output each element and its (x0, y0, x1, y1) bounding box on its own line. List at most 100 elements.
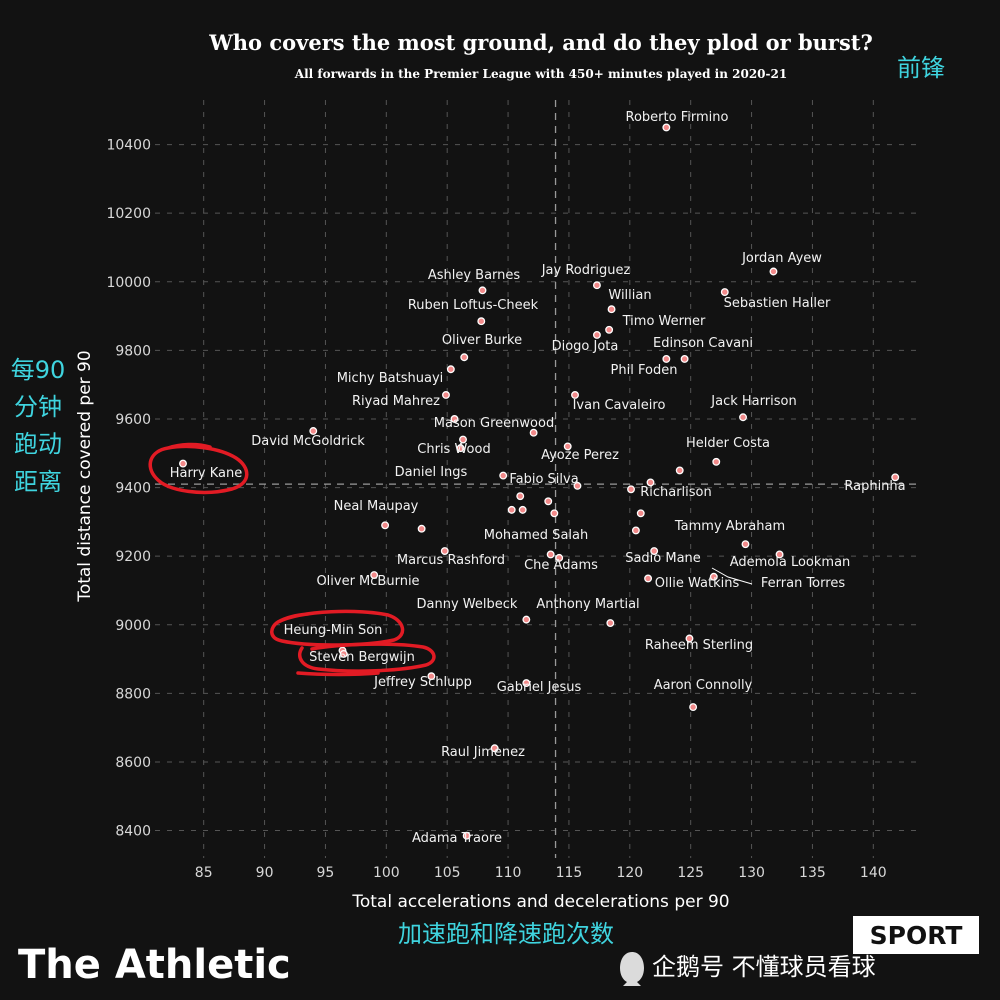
point-richarlison (646, 478, 655, 487)
point-raphinha (891, 473, 900, 482)
point-neal-maupay (417, 524, 426, 533)
y-tick-label: 10200 (106, 206, 151, 222)
point-unlabeled (381, 521, 390, 530)
x-tick-label: 115 (556, 865, 583, 881)
point-willian (607, 305, 616, 314)
label-sebastien-haller: Sebastien Haller (724, 296, 831, 311)
label-jeffrey-schlupp: Jeffrey Schlupp (373, 675, 472, 690)
point-unlabeled (550, 509, 559, 518)
label-riyad-mahrez: Riyad Mahrez (352, 394, 440, 409)
x-axis-label: Total accelerations and decelerations pe… (351, 892, 729, 912)
label-steven-bergwijn: Steven Bergwijn (309, 650, 415, 665)
sport-badge-text: SPORT (870, 921, 963, 950)
y-axis-cn-annotation: 每90 分钟 跑动 距离 (11, 356, 66, 496)
point-steven-bergwijn (339, 649, 348, 658)
point-ashley-barnes (478, 286, 487, 295)
label-timo-werner: Timo Werner (622, 314, 706, 329)
point-unlabeled (516, 492, 525, 501)
x-tick-label: 100 (373, 865, 400, 881)
label-gabriel-jesus: Gabriel Jesus (497, 680, 582, 695)
point-ademola-lookman (775, 550, 784, 559)
x-tick-label: 135 (799, 865, 826, 881)
label-daniel-ings: Daniel Ings (395, 465, 468, 480)
label-helder-costa: Helder Costa (686, 436, 770, 451)
label-che-adams: Che Adams (524, 558, 598, 573)
y-axis-label: Total distance covered per 90 (75, 350, 95, 602)
circle-steven-bergwijn (296, 642, 436, 677)
point-chris-wood (459, 435, 467, 444)
point-unlabeled (529, 428, 538, 437)
x-tick-label: 95 (317, 865, 335, 881)
label-raheem-sterling: Raheem Sterling (645, 638, 753, 653)
point-roberto-firmino (662, 123, 671, 132)
point-mohamed-salah (546, 550, 555, 559)
label-ashley-barnes: Ashley Barnes (428, 268, 521, 283)
point-oliver-burke (460, 353, 469, 362)
label-ayoze-perez: Ayoze Perez (541, 448, 619, 463)
point-labels: Roberto Firmino Jordan Ayew Sebastien Hall… (170, 110, 906, 846)
point-unlabeled (627, 485, 635, 494)
label-neal-maupay: Neal Maupay (334, 499, 419, 514)
point-jeffrey-schlupp (427, 672, 436, 681)
circle-heung-min-son (270, 609, 405, 647)
point-gabriel-jesus (522, 679, 531, 688)
label-ollie-watkins: Ollie Watkins (655, 576, 740, 591)
sport-badge-box (853, 916, 979, 954)
point-unlabeled (636, 509, 645, 518)
point-harry-kane (179, 459, 187, 468)
x-tick-label: 85 (195, 865, 213, 881)
x-tick-label: 140 (860, 865, 887, 881)
x-tick-label: 120 (616, 865, 643, 881)
point-fabio-silva (499, 471, 508, 480)
label-richarlison: Richarlison (640, 485, 712, 500)
label-mason-greenwood: Mason Greenwood (434, 416, 554, 431)
x-tick-label: 110 (495, 865, 522, 881)
label-ademola-lookman: Ademola Lookman (730, 555, 851, 570)
y-cn-line-4: 距离 (14, 468, 62, 496)
point-oliver-mcburnie (440, 547, 449, 555)
axis-ticks: 85 90 95 100 105 110 115 120 125 130 135 140 8400 860… (106, 138, 886, 881)
label-edinson-cavani: Edinson Cavani (653, 336, 753, 351)
label-adama-traore: Adama Traore (412, 831, 502, 846)
label-raul-jimenez: Raul Jimenez (441, 745, 525, 760)
point-ivan-cavaleiro (571, 391, 579, 399)
point-diogo-jota (592, 330, 601, 339)
y-tick-label: 9800 (115, 343, 151, 359)
highlight-circles (148, 442, 436, 677)
point-tammy-abraham (741, 540, 750, 549)
y-tick-label: 8600 (115, 755, 151, 771)
label-jack-harrison: Jack Harrison (710, 394, 796, 409)
position-annotation: 前锋 (897, 54, 945, 82)
y-tick-label: 9400 (115, 481, 151, 497)
point-ayoze-perez (563, 442, 572, 451)
label-raphinha: Raphinha (844, 479, 905, 494)
label-anthony-martial: Anthony Martial (536, 597, 639, 612)
point-marcus-rashford (370, 571, 379, 579)
point-riyad-mahrez (442, 391, 450, 399)
label-chris-wood: Chris Wood (417, 442, 490, 457)
label-roberto-firmino: Roberto Firmino (626, 110, 729, 125)
label-ruben-loftus-cheek: Ruben Loftus-Cheek (408, 298, 539, 313)
point-danny-welbeck (522, 615, 531, 624)
point-david-mcgoldrick (309, 427, 318, 435)
label-sadio-mane: Sadio Mane (625, 551, 701, 566)
label-heung-min-son: Heung-Min Son (284, 623, 383, 638)
point-adama-traore (462, 831, 471, 840)
label-phil-foden: Phil Foden (611, 363, 678, 378)
label-ivan-cavaleiro: Ivan Cavaleiro (573, 398, 666, 413)
point-unlabeled (518, 505, 527, 514)
point-unlabeled (675, 466, 684, 475)
data-points (179, 123, 900, 840)
grid (155, 100, 922, 858)
point-sebastien-haller (720, 288, 729, 297)
point-unlabeled (507, 505, 516, 514)
point-edinson-cavani (680, 355, 689, 363)
watermark: 企鹅号 不懂球员看球 (620, 952, 876, 986)
point-helder-costa (712, 457, 721, 466)
label-harry-kane: Harry Kane (170, 466, 243, 481)
reference-lines (155, 100, 922, 858)
label-danny-welbeck: Danny Welbeck (417, 597, 518, 612)
sport-badge: SPORT (853, 916, 979, 954)
point-jack-harrison (739, 413, 747, 422)
